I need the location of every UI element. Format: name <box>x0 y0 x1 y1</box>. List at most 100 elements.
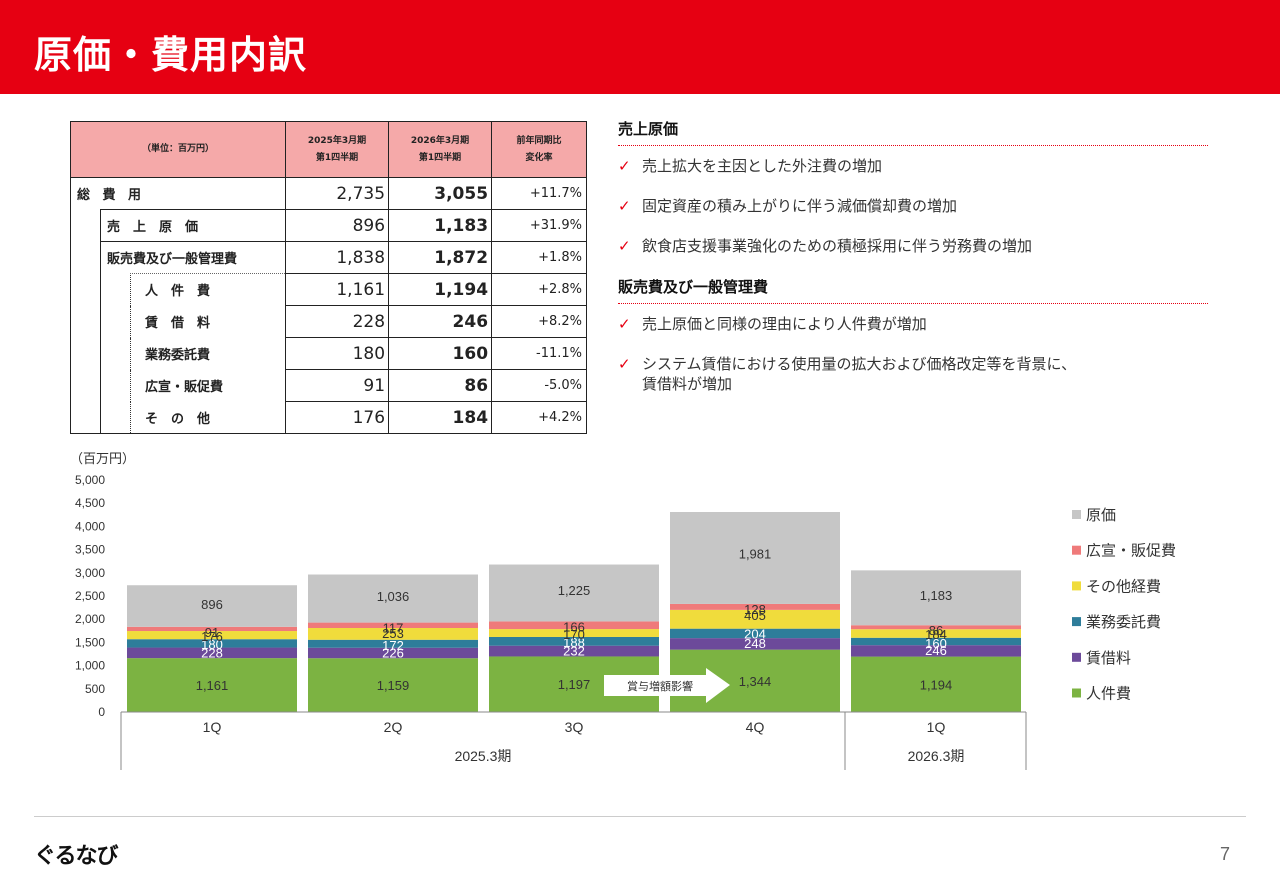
bar-segment <box>489 564 659 622</box>
legend-swatch <box>1072 652 1081 662</box>
value-2025: 896 <box>285 209 390 242</box>
value-2026: 1,872 <box>388 241 493 274</box>
bar-segment <box>127 658 297 712</box>
table-row: 販売費及び一般管理費 1,838 1,872 +1.8% <box>70 241 588 274</box>
value-2025: 2,735 <box>285 177 390 210</box>
y-tick-label: 3,000 <box>75 566 105 580</box>
data-label: 1,197 <box>558 677 591 692</box>
bar-segment <box>127 631 297 640</box>
data-label: 176 <box>201 629 223 644</box>
data-label: 1,344 <box>739 674 772 689</box>
bar-segment <box>851 637 1021 646</box>
value-2026: 1,183 <box>388 209 493 242</box>
bar-segment <box>851 629 1021 638</box>
bar-segment <box>851 656 1021 712</box>
row-label: 賃 借 料 <box>129 305 286 338</box>
list-item: ✓ システム賃借における使用量の拡大および価格改定等を背景に、 賃借料が増加 <box>618 355 1077 393</box>
value-2025: 1,838 <box>285 241 390 274</box>
legend-swatch <box>1072 581 1081 591</box>
bar-segment <box>670 638 840 650</box>
legend-label: 賃借料 <box>1086 650 1131 667</box>
value-2026: 246 <box>388 305 493 338</box>
col-header-2025: 2025年3月期 第1四半期 <box>285 121 390 178</box>
data-label: 896 <box>201 597 223 612</box>
legend-label: 広宣・販促費 <box>1086 543 1176 560</box>
value-2025: 180 <box>285 337 390 370</box>
arrow-icon <box>604 668 730 703</box>
bar-segment <box>308 639 478 648</box>
data-label: 180 <box>201 637 223 652</box>
list-item: ✓ 飲食店支援事業強化のための積極採用に伴う労務費の増加 <box>618 237 1033 255</box>
data-label: 1,183 <box>920 588 953 603</box>
row-label: 業務委託費 <box>129 337 286 370</box>
data-label: 248 <box>744 636 766 651</box>
change-rate: +2.8% <box>491 273 588 306</box>
legend-swatch <box>1072 545 1081 555</box>
y-tick-label: 2,000 <box>75 612 105 626</box>
cost-stacked-bar-chart: （百万円） 0 500 1,000 1,500 2,000 2,500 3,000 3,500 4… <box>70 451 1176 770</box>
unit-header: （単位：百万円） <box>69 121 287 178</box>
footer-divider <box>34 816 1246 817</box>
bar-segment <box>851 570 1021 626</box>
y-tick-label: 0 <box>98 705 105 719</box>
check-icon: ✓ <box>618 237 631 255</box>
list-item: ✓ 固定資産の積み上がりに伴う減価償却費の増加 <box>618 197 958 215</box>
x-tick-label: 2Q <box>384 719 403 735</box>
table-row: 売 上 原 価 896 1,183 +31.9% <box>70 209 588 242</box>
bar-segment <box>489 645 659 657</box>
value-2025: 228 <box>285 305 390 338</box>
bar-segment <box>308 628 478 640</box>
change-rate: -11.1% <box>491 337 588 370</box>
value-2026: 160 <box>388 337 493 370</box>
data-label: 172 <box>382 638 404 653</box>
check-icon: ✓ <box>618 157 631 175</box>
bar-segment <box>127 647 297 659</box>
bar-segment <box>670 628 840 639</box>
page-title: 原価・費用内訳 <box>34 33 308 77</box>
data-label: 226 <box>382 646 404 661</box>
data-label: 228 <box>201 646 223 661</box>
data-label: 170 <box>563 627 585 642</box>
change-rate: +11.7% <box>491 177 588 210</box>
bar-segment <box>489 629 659 637</box>
row-label: 販売費及び一般管理費 <box>99 241 286 274</box>
row-label: 総 費 用 <box>69 177 286 210</box>
y-tick-label: 4,500 <box>75 496 105 510</box>
data-label: 128 <box>744 602 766 617</box>
bar-segment <box>308 647 478 659</box>
table-row: 人 件 費 1,161 1,194 +2.8% <box>70 273 588 306</box>
y-tick-label: 1,500 <box>75 635 105 649</box>
value-2025: 1,161 <box>285 273 390 306</box>
check-icon: ✓ <box>618 355 631 373</box>
data-label: 246 <box>925 643 947 658</box>
bar-segment <box>670 512 840 604</box>
value-2025: 91 <box>285 369 390 402</box>
cogs-section-title: 売上原価 <box>618 118 1208 146</box>
bar-segment <box>308 574 478 623</box>
data-label: 86 <box>929 623 943 638</box>
period-label: 2026.3期 <box>908 748 965 764</box>
data-label: 184 <box>925 627 947 642</box>
table-header-row: （単位：百万円） 2025年3月期 第1四半期 2026年3月期 第1四半期 前年同… <box>69 121 588 178</box>
col-header-2026: 2026年3月期 第1四半期 <box>388 121 493 178</box>
row-label: そ の 他 <box>129 401 286 434</box>
data-label: 1,981 <box>739 546 772 561</box>
data-label: 1,036 <box>377 589 410 604</box>
x-tick-label: 4Q <box>746 719 765 735</box>
change-rate: +31.9% <box>491 209 588 242</box>
value-2026: 1,194 <box>388 273 493 306</box>
value-2025: 176 <box>285 401 390 434</box>
page-number: 7 <box>1220 844 1231 864</box>
data-label: 1,194 <box>920 677 953 692</box>
y-tick-label: 1,000 <box>75 659 105 673</box>
table-row: そ の 他 176 184 +4.2% <box>70 401 588 434</box>
data-label: 405 <box>744 608 766 623</box>
value-2026: 184 <box>388 401 493 434</box>
data-label: 232 <box>563 644 585 659</box>
data-label: 253 <box>382 626 404 641</box>
bar-segment <box>308 622 478 629</box>
check-icon: ✓ <box>618 197 631 215</box>
y-tick-label: 2,500 <box>75 589 105 603</box>
table-row: 広宣・販促費 91 86 -5.0% <box>70 369 588 402</box>
legend-swatch <box>1072 688 1081 698</box>
